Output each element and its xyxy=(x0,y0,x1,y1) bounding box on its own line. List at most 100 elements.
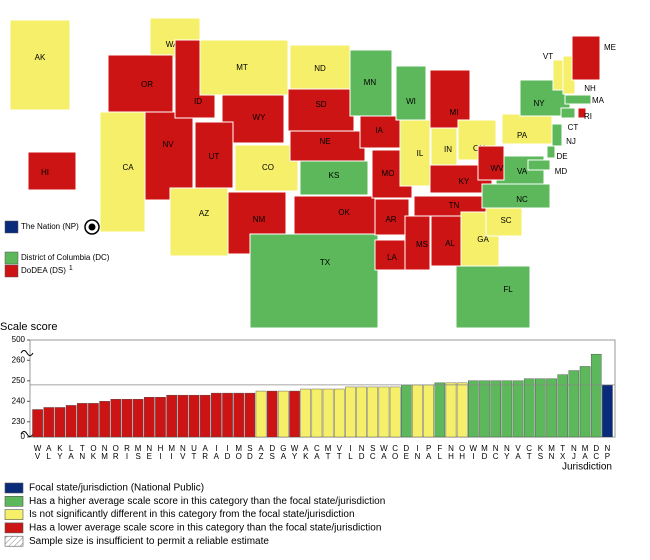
bar xyxy=(445,382,457,438)
legend-label: Is not significantly different in this c… xyxy=(29,509,355,520)
bar xyxy=(557,374,569,438)
y-tick-label: 240 xyxy=(12,396,26,405)
key-label: District of Columbia (DC) xyxy=(21,253,110,262)
state-label: AR xyxy=(385,215,396,224)
x-tick-label: NV xyxy=(178,444,187,460)
state-shape xyxy=(9,19,71,111)
x-tick-label: TN xyxy=(78,444,87,460)
x-tick-label: IA xyxy=(212,444,221,460)
bar xyxy=(244,392,256,438)
bar xyxy=(188,394,200,438)
x-tick-label: NP xyxy=(603,444,612,460)
x-tick-label: DE xyxy=(402,444,411,460)
state-label: NV xyxy=(162,140,174,149)
x-tick-label: DS xyxy=(268,444,277,460)
state-shape xyxy=(395,65,427,121)
x-tick-label: DC xyxy=(592,444,601,460)
state-label: LA xyxy=(387,253,397,262)
bar xyxy=(155,397,166,438)
state-label: CT xyxy=(568,123,579,132)
state-shape xyxy=(571,35,601,81)
bar xyxy=(479,380,490,438)
bar xyxy=(311,388,323,438)
y-axis-title: Scale score xyxy=(0,321,57,333)
state-shape xyxy=(289,44,351,90)
x-tick-label: MS xyxy=(134,444,143,460)
bar xyxy=(512,380,524,438)
x-tick-label: WV xyxy=(33,444,42,460)
state-label: CA xyxy=(122,163,134,172)
bar xyxy=(177,394,189,438)
bar xyxy=(456,382,468,438)
state-shape xyxy=(560,107,576,119)
state-shape xyxy=(249,233,379,329)
bar xyxy=(322,388,334,438)
bar xyxy=(546,378,557,438)
x-tick-label: WA xyxy=(379,444,388,460)
state-label: DE xyxy=(556,152,567,161)
key-swatch xyxy=(4,264,19,278)
key-label: The Nation (NP) xyxy=(21,222,79,231)
x-tick-label: FL xyxy=(435,444,444,460)
state-shape xyxy=(485,205,523,237)
state-label: IA xyxy=(375,126,383,135)
x-tick-label: TX xyxy=(558,444,567,460)
x-tick-label: NC xyxy=(491,444,500,460)
x-tick-label: OK xyxy=(89,444,98,460)
state-shape xyxy=(577,107,587,119)
state-label: MS xyxy=(416,240,428,249)
state-shape xyxy=(349,49,393,117)
bar xyxy=(166,394,177,438)
state-label: PA xyxy=(517,131,528,140)
state-shape xyxy=(501,113,553,145)
y-tick-label: 0 xyxy=(21,432,26,441)
bar xyxy=(490,380,501,438)
bar xyxy=(333,388,345,438)
key-note: 1 xyxy=(69,265,73,272)
state-label: OK xyxy=(338,208,350,217)
state-shape xyxy=(293,195,377,235)
state-label: MO xyxy=(382,169,395,178)
state-label: HI xyxy=(41,168,49,177)
x-tick-label: GA xyxy=(279,444,288,460)
bar xyxy=(356,386,367,438)
state-label: NY xyxy=(533,99,545,108)
state-label: IL xyxy=(417,149,424,158)
bar xyxy=(121,399,133,438)
axis-break xyxy=(20,431,34,437)
x-tick-label: UT xyxy=(190,444,199,460)
state-shape xyxy=(477,145,505,181)
x-tick-label: NJ xyxy=(569,444,578,460)
state-label: GA xyxy=(477,235,489,244)
bar xyxy=(99,401,110,438)
x-tick-label: IN xyxy=(413,444,422,460)
bar xyxy=(535,378,546,438)
bar xyxy=(211,392,222,438)
state-label: VA xyxy=(517,167,528,176)
x-tick-label: CO xyxy=(391,444,400,460)
state-label: KS xyxy=(329,171,340,180)
bar xyxy=(378,386,390,438)
state-label: WA xyxy=(166,40,179,49)
x-tick-label: OH xyxy=(458,444,467,460)
bar xyxy=(434,382,446,438)
map: WA OR CA NV ID MT WY UT AZ CO NM ND SD NE KS OK TX MN IA MO… xyxy=(4,17,616,329)
x-tick-label: HI xyxy=(156,444,165,460)
x-tick-label: PA xyxy=(424,444,433,460)
state-shape xyxy=(564,94,592,105)
x-tick-label: SD xyxy=(245,444,254,460)
legend-swatch xyxy=(4,535,24,547)
x-tick-label: CT xyxy=(525,444,534,460)
x-tick-label: NY xyxy=(502,444,511,460)
state-label: MA xyxy=(592,96,605,105)
y-tick-label: 500 xyxy=(12,335,26,344)
state-label: ND xyxy=(314,64,326,73)
bar xyxy=(468,380,479,438)
state-shape xyxy=(551,123,563,147)
bar xyxy=(76,403,88,438)
state-shape xyxy=(299,160,369,196)
state-label: NM xyxy=(253,215,266,224)
plot-frame xyxy=(29,339,616,438)
axis-break xyxy=(20,350,34,356)
bar xyxy=(132,399,144,438)
